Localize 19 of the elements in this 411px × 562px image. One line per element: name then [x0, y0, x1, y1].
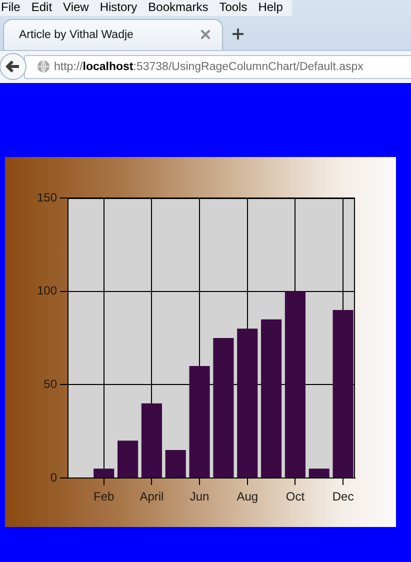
y-tick-label: 0 — [50, 470, 58, 484]
x-tick-label: April — [140, 490, 164, 504]
text: Edit — [31, 0, 52, 15]
x-tick-label: Aug — [236, 490, 258, 504]
browser-tab: Article by Vithal Wadje — [3, 19, 223, 51]
y-tick-label: 150 — [36, 190, 58, 204]
text: View — [63, 0, 89, 15]
y-tick-label: 50 — [44, 376, 58, 391]
text: Tools — [219, 0, 248, 15]
text: Bookmarks — [148, 0, 208, 15]
x-tick-label: Oct — [286, 490, 306, 504]
x-tick-label: Jun — [190, 490, 210, 504]
x-tick-label: Dec — [332, 490, 354, 504]
text: History — [100, 0, 138, 15]
y-tick-label: 100 — [36, 284, 58, 298]
text: File — [1, 0, 20, 15]
x-tick-label: Feb — [94, 490, 115, 504]
address-field: http://localhost:53738/UsingRageColumnChart/Default.aspx — [24, 55, 411, 79]
text: Help — [258, 0, 283, 15]
